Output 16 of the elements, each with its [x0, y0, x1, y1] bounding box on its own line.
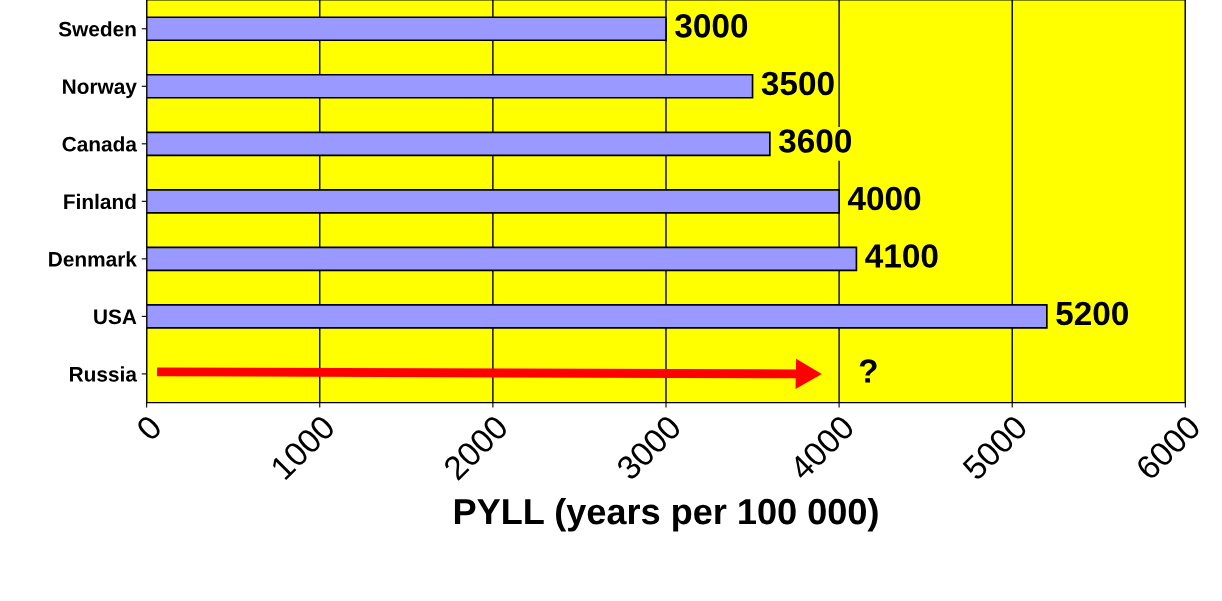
y-tick-label: Russia: [70, 366, 138, 382]
data-label: 3000: [675, 14, 748, 38]
data-label: 5200: [1056, 301, 1128, 326]
data-label: 4000: [847, 186, 921, 211]
annotation: ?: [859, 359, 877, 383]
y-tick-label: Denmark: [49, 251, 137, 267]
y-tick-label: Sweden: [58, 21, 136, 37]
data-label: 3500: [761, 71, 834, 96]
y-tick-label: Norway: [63, 79, 137, 99]
x-axis-title: PYLL (years per 100 000): [454, 497, 878, 532]
data-label: 3600: [778, 129, 851, 153]
y-tick-label: USA: [94, 309, 137, 325]
data-label: 4100: [865, 244, 938, 268]
y-tick-label: Canada: [62, 136, 138, 152]
y-tick-label: Finland: [64, 193, 136, 210]
x-tick-label: 0: [135, 413, 164, 442]
